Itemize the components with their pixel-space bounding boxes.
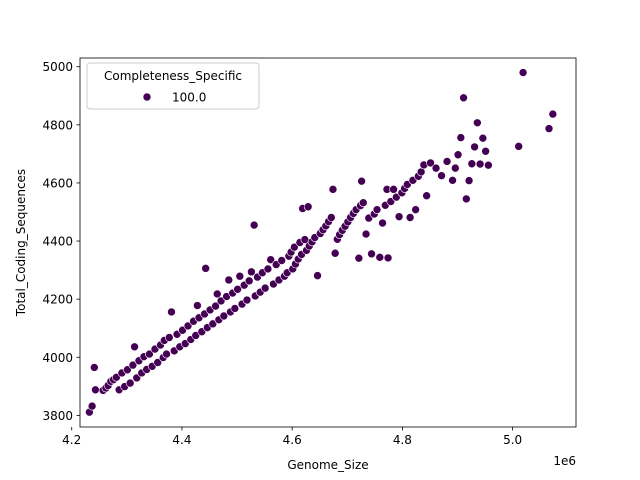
data-point <box>422 191 431 201</box>
data-point <box>448 176 457 185</box>
data-point <box>230 304 240 313</box>
data-point <box>548 109 558 119</box>
data-point <box>358 198 368 207</box>
data-point <box>247 267 256 277</box>
data-point <box>389 185 398 194</box>
data-point <box>328 185 338 194</box>
data-point <box>162 349 171 359</box>
data-point <box>405 213 415 222</box>
y-tick-label: 4200 <box>42 293 73 307</box>
data-point <box>303 202 313 212</box>
data-point <box>464 176 474 185</box>
data-point <box>224 275 234 285</box>
data-point <box>87 401 97 411</box>
data-point <box>249 220 259 230</box>
data-point <box>201 264 210 273</box>
data-point <box>442 157 452 166</box>
x-tick-label: 4.6 <box>283 433 302 447</box>
data-point <box>451 163 460 173</box>
data-point <box>478 133 488 143</box>
data-point <box>123 365 132 375</box>
data-point <box>327 213 336 222</box>
data-point <box>260 283 270 293</box>
data-point <box>431 163 441 173</box>
data-point <box>378 218 387 228</box>
data-point <box>235 271 245 281</box>
axes: 4.2 4.4 4.6 4.8 5.0 3800 4000 4200 4400 4600 4800 5… <box>42 57 577 447</box>
x-tick-label: 4.4 <box>172 433 191 447</box>
x-tick-label: 5.0 <box>503 433 522 447</box>
data-point <box>475 159 485 169</box>
data-point <box>145 349 154 359</box>
data-point <box>125 378 135 388</box>
data-point <box>411 205 420 214</box>
data-point <box>426 158 435 168</box>
data-point <box>266 255 275 264</box>
legend-title: Completeness_Specific <box>104 69 242 83</box>
data-point <box>357 176 366 186</box>
data-point <box>467 159 477 169</box>
data-point <box>481 146 490 156</box>
data-point <box>313 271 322 280</box>
data-point <box>361 229 371 239</box>
data-point <box>437 171 446 180</box>
data-point <box>473 118 482 128</box>
y-tick-label: 3800 <box>42 409 73 423</box>
data-point <box>372 205 382 214</box>
data-point <box>484 160 493 170</box>
data-point <box>128 360 138 370</box>
x-axis-label: Genome_Size <box>287 458 368 472</box>
data-point <box>453 150 463 160</box>
data-point <box>277 256 287 265</box>
data-point <box>330 248 340 258</box>
data-point <box>164 333 174 342</box>
data-point <box>354 253 364 263</box>
y-tick-label: 4800 <box>42 118 73 132</box>
data-point <box>130 342 139 352</box>
data-point <box>394 212 404 221</box>
data-point <box>153 358 163 367</box>
data-point <box>383 253 393 263</box>
data-point <box>191 331 201 340</box>
legend-entry-label: 100.0 <box>172 91 206 105</box>
data-point <box>244 276 254 286</box>
data-point <box>544 124 554 133</box>
data-point <box>183 321 193 331</box>
data-point <box>470 142 479 152</box>
plot-area <box>80 58 576 427</box>
data-point <box>290 242 299 252</box>
y-tick-label: 4600 <box>42 176 73 190</box>
data-point <box>211 301 220 311</box>
data-point <box>167 307 176 317</box>
data-point <box>514 142 523 151</box>
data-point <box>367 249 376 259</box>
x-tick-label: 4.8 <box>393 433 412 447</box>
data-point <box>462 194 471 204</box>
data-point <box>459 93 468 103</box>
legend: Completeness_Specific 100.0 <box>86 62 260 110</box>
data-point <box>91 385 100 395</box>
data-point <box>456 133 466 142</box>
data-point <box>242 295 252 305</box>
x-tick-label: 4.2 <box>62 433 81 447</box>
data-point <box>208 319 218 329</box>
plot-frame <box>79 57 577 428</box>
x-axis-offset-label: 1e6 <box>553 454 576 468</box>
data-point <box>263 264 273 274</box>
data-point <box>518 68 528 77</box>
data-point <box>90 363 99 372</box>
y-tick-label: 4000 <box>42 351 73 365</box>
y-axis-label: Total_Coding_Sequences <box>14 169 28 317</box>
y-tick-label: 4400 <box>42 235 73 249</box>
data-point <box>193 301 202 310</box>
data-point <box>212 289 222 299</box>
legend-marker <box>142 92 152 102</box>
data-point <box>233 284 242 294</box>
scatter-points <box>85 68 558 417</box>
legend-box <box>86 62 260 110</box>
data-point <box>375 253 385 262</box>
y-tick-label: 5000 <box>42 60 73 74</box>
data-point <box>219 311 229 321</box>
